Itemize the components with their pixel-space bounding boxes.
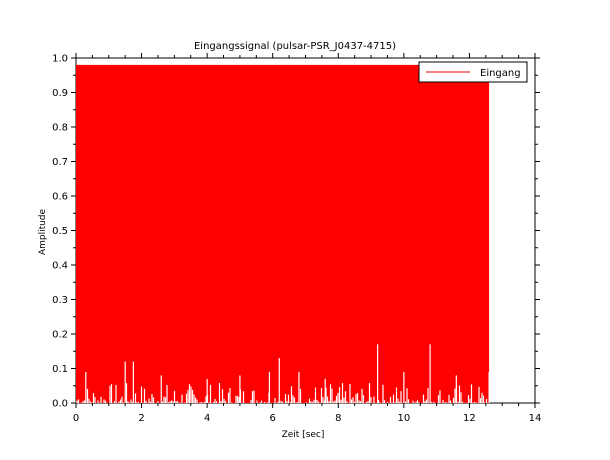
x-tick-label: 0: [73, 413, 79, 424]
y-tick-label: 0.4: [52, 261, 68, 272]
y-tick-label: 0.8: [52, 123, 68, 134]
legend-label-eingang: Eingang: [480, 68, 521, 79]
series-eingang-fill: [76, 64, 490, 404]
y-tick-label: 0.3: [52, 295, 68, 306]
legend: Eingang: [418, 61, 528, 83]
plot-area: [75, 57, 536, 404]
x-tick-label: 6: [270, 413, 276, 424]
y-tick-label: 0.2: [52, 330, 68, 341]
y-tick-label: 0.1: [52, 364, 68, 375]
x-axis: 0 2 4 6 8 10 12 14: [73, 53, 542, 424]
y-tick-label: 0.5: [52, 226, 68, 237]
x-tick-label: 2: [138, 413, 144, 424]
x-tick-label: 8: [335, 413, 341, 424]
legend-box: [418, 61, 528, 83]
series-eingang-noise: [76, 344, 490, 403]
y-tick-label: 0.0: [52, 399, 68, 410]
x-tick-label: 4: [204, 413, 210, 424]
x-tick-label: 12: [463, 413, 476, 424]
y-tick-label: 1.0: [52, 54, 68, 65]
x-axis-label: Zeit [sec]: [282, 430, 325, 440]
chart-title: Eingangssignal (pulsar-PSR_J0437-4715): [194, 41, 396, 52]
x-tick-label: 10: [397, 413, 410, 424]
y-tick-label: 0.7: [52, 157, 68, 168]
y-tick-label: 0.9: [52, 88, 68, 99]
x-tick-label: 14: [529, 413, 542, 424]
y-axis: 0.0 0.1 0.2 0.3 0.4 0.5 0.6 0.7 0.8 0.9 1.0: [52, 54, 540, 410]
y-axis-label: Amplitude: [38, 208, 48, 255]
y-tick-label: 0.6: [52, 192, 68, 203]
